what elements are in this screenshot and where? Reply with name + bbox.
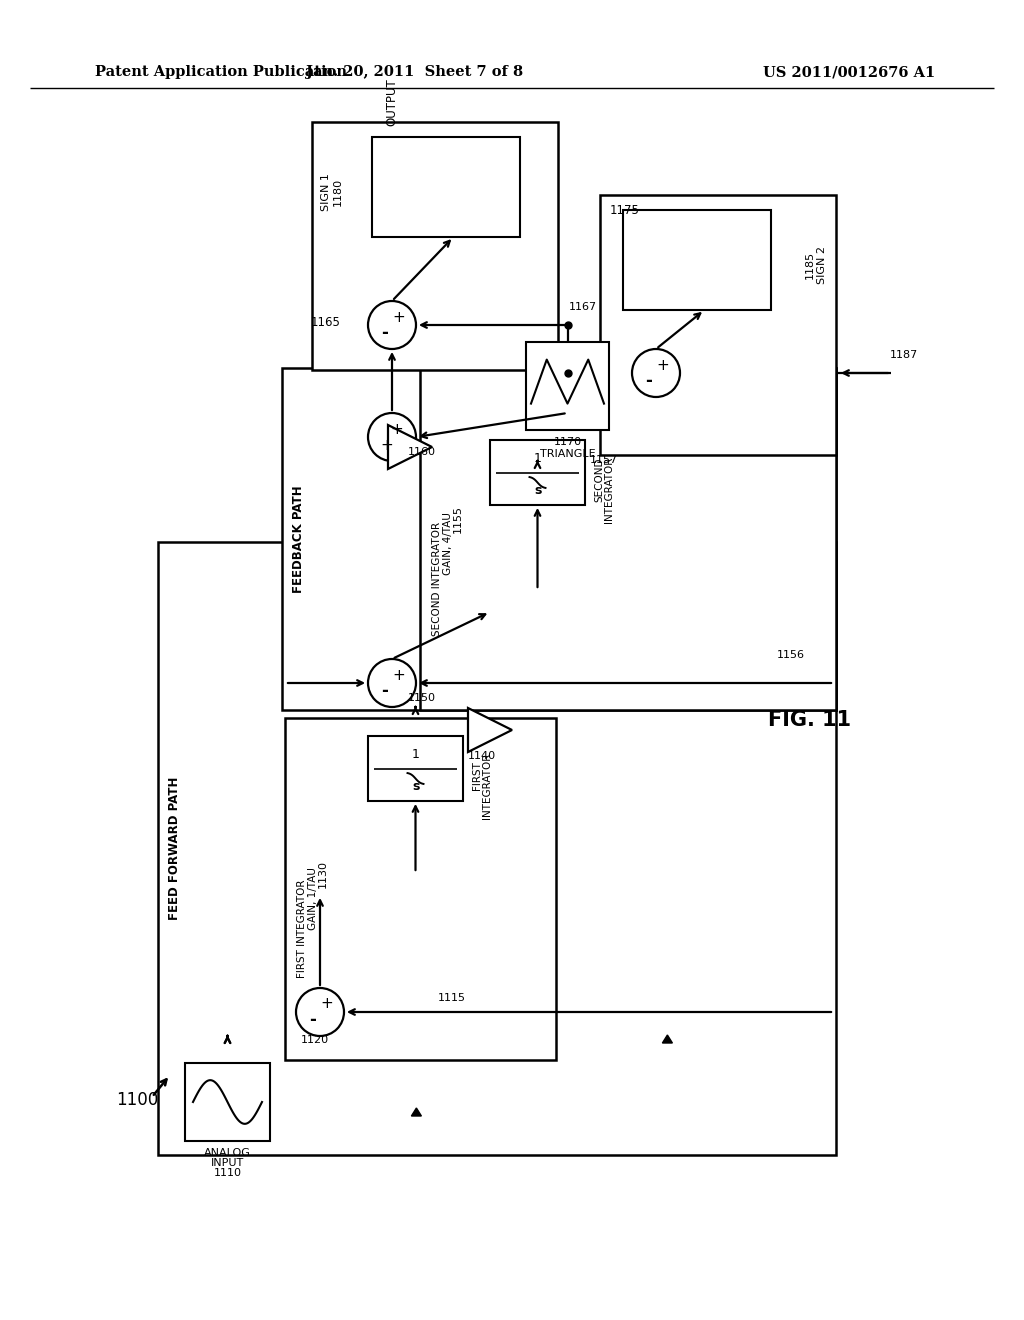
- Text: 1115: 1115: [438, 993, 466, 1003]
- Text: SIGN 1: SIGN 1: [321, 173, 331, 211]
- Bar: [285, 718, 556, 1060]
- Text: FIRST INTEGRATOR: FIRST INTEGRATOR: [297, 879, 307, 978]
- Bar: [372, 137, 520, 238]
- Bar: [368, 737, 463, 801]
- Text: 1156: 1156: [777, 649, 805, 660]
- Polygon shape: [663, 1035, 673, 1043]
- Text: 1167: 1167: [568, 302, 597, 312]
- Text: TRIANGLE: TRIANGLE: [540, 449, 595, 459]
- Bar: [600, 195, 836, 455]
- Text: 1100: 1100: [116, 1092, 158, 1109]
- Circle shape: [632, 348, 680, 397]
- Text: Jan. 20, 2011  Sheet 7 of 8: Jan. 20, 2011 Sheet 7 of 8: [306, 65, 523, 79]
- Text: INPUT: INPUT: [211, 1158, 244, 1168]
- Text: OUTPUT: OUTPUT: [385, 78, 398, 125]
- Text: SIGN 2: SIGN 2: [817, 246, 827, 284]
- Text: 1165: 1165: [311, 315, 341, 329]
- Bar: [526, 342, 609, 430]
- Text: +: +: [321, 997, 334, 1011]
- Circle shape: [368, 413, 416, 461]
- Text: -: -: [382, 323, 388, 342]
- Text: INTEGRATOR: INTEGRATOR: [482, 752, 492, 820]
- Circle shape: [296, 987, 344, 1036]
- Text: SECOND INTEGRATOR: SECOND INTEGRATOR: [432, 521, 442, 636]
- Text: 1175: 1175: [610, 203, 640, 216]
- Text: 1: 1: [412, 747, 420, 760]
- Text: -: -: [645, 372, 652, 389]
- Text: +: +: [656, 358, 670, 372]
- Text: 1155: 1155: [453, 506, 463, 533]
- Polygon shape: [388, 425, 432, 469]
- Bar: [185, 1063, 270, 1140]
- Text: 1140: 1140: [468, 751, 496, 762]
- Text: 1170: 1170: [553, 437, 582, 447]
- Text: US 2011/0012676 A1: US 2011/0012676 A1: [763, 65, 935, 79]
- Text: 1160: 1160: [408, 447, 436, 457]
- Polygon shape: [412, 1107, 422, 1115]
- Text: 1110: 1110: [213, 1168, 242, 1177]
- Text: 1120: 1120: [301, 1035, 329, 1045]
- Text: FEED FORWARD PATH: FEED FORWARD PATH: [169, 776, 181, 920]
- Text: +: +: [392, 668, 406, 682]
- Text: 1180: 1180: [333, 178, 343, 206]
- Text: GAIN, 4/TAU: GAIN, 4/TAU: [443, 512, 453, 576]
- Circle shape: [368, 301, 416, 348]
- Text: +: +: [392, 309, 406, 325]
- Text: s: s: [535, 484, 542, 498]
- Bar: [490, 440, 585, 506]
- Text: s: s: [413, 780, 420, 793]
- Text: 1130: 1130: [318, 861, 328, 888]
- Bar: [158, 543, 836, 1155]
- Text: FIRST: FIRST: [472, 762, 482, 791]
- Text: +: +: [390, 421, 403, 437]
- Bar: [623, 210, 771, 310]
- Text: 1185: 1185: [805, 251, 815, 279]
- Text: Patent Application Publication: Patent Application Publication: [95, 65, 347, 79]
- Text: FEEDBACK PATH: FEEDBACK PATH: [293, 486, 305, 593]
- Text: FIG. 11: FIG. 11: [768, 710, 852, 730]
- Text: 1157: 1157: [590, 455, 618, 465]
- Text: -: -: [309, 1011, 316, 1030]
- Text: 1150: 1150: [408, 693, 436, 704]
- Text: 1: 1: [534, 451, 542, 465]
- Circle shape: [368, 659, 416, 708]
- Text: SECOND: SECOND: [594, 458, 604, 502]
- Bar: [420, 368, 836, 710]
- Text: ANALOG: ANALOG: [204, 1148, 251, 1158]
- Text: 1187: 1187: [890, 350, 919, 360]
- Polygon shape: [468, 708, 512, 752]
- Bar: [312, 121, 558, 370]
- Text: +: +: [381, 437, 393, 453]
- Text: GAIN, 1/TAU: GAIN, 1/TAU: [308, 867, 318, 931]
- Text: -: -: [382, 682, 388, 700]
- Bar: [282, 368, 836, 710]
- Text: INTEGRATOR: INTEGRATOR: [604, 457, 614, 523]
